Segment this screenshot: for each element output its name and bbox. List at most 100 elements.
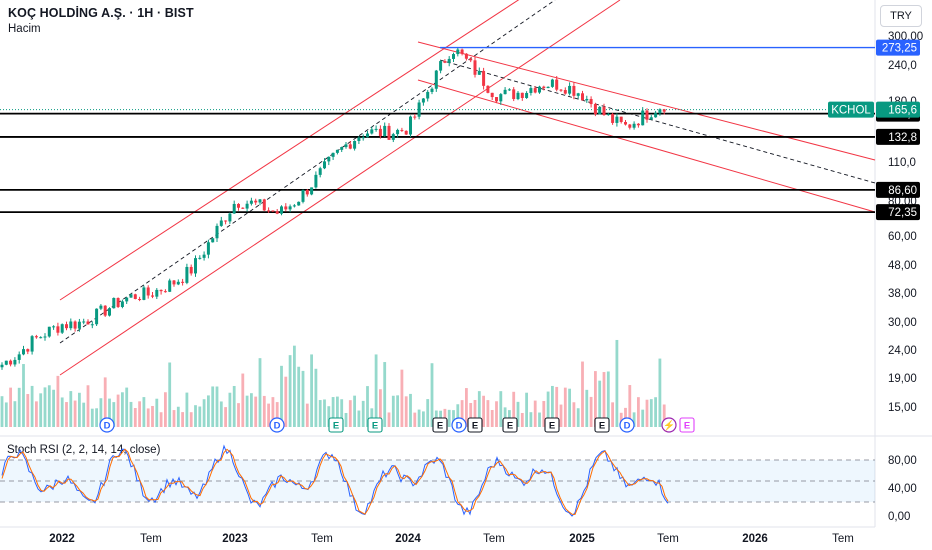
stoch-rsi-k-line: [1, 444, 669, 517]
candle-body: [241, 207, 245, 209]
candle-body: [469, 58, 473, 61]
volume-bar: [310, 354, 313, 427]
volume-bar: [108, 398, 111, 427]
volume-bar: [232, 385, 236, 427]
candle-body: [219, 220, 223, 226]
candle-body: [568, 85, 572, 94]
dividend-icon: [269, 417, 285, 433]
candle-body: [327, 156, 331, 162]
volume-bar: [164, 392, 167, 427]
candle-body: [507, 89, 511, 91]
volume-bar: [594, 371, 597, 427]
candle-body: [163, 291, 167, 293]
volume-bar: [331, 397, 335, 427]
candle-body: [116, 297, 120, 307]
falling-channel-mid: [439, 59, 876, 184]
candle-body: [198, 257, 202, 259]
volume-bar: [387, 412, 391, 427]
candle-body: [103, 305, 107, 316]
last-price-symbol: KCHOL: [831, 105, 871, 117]
volume-bar: [572, 402, 576, 427]
candle-body: [176, 281, 180, 285]
price-tick-label: 60,00: [888, 231, 917, 243]
candle-body: [396, 129, 400, 135]
time-tick-label: Tem: [311, 533, 333, 545]
volume-bar: [568, 388, 571, 427]
level-tag: [876, 128, 920, 145]
candle-body: [22, 349, 25, 355]
volume-bar: [645, 399, 649, 427]
candle-body: [224, 220, 228, 222]
volume-bar: [516, 401, 520, 427]
volume-bar: [348, 400, 352, 427]
level-tag-label: 72,35: [888, 207, 917, 219]
candle-body: [99, 305, 103, 309]
candle-body: [245, 203, 249, 209]
candle-body: [525, 92, 529, 98]
candle-body: [550, 79, 554, 87]
price-tick-label: 24,00: [888, 345, 917, 357]
earnings-icon: [679, 417, 695, 433]
event-marker-label: E: [472, 421, 478, 432]
candle-body: [624, 121, 627, 125]
candle-body: [593, 104, 597, 115]
earnings-icon: [467, 417, 483, 433]
candle-body: [56, 326, 60, 333]
volume-bar: [17, 387, 21, 427]
candle-body: [86, 321, 90, 325]
volume-bar: [271, 397, 275, 427]
volume-bar: [30, 385, 34, 427]
volume-bar: [353, 395, 356, 427]
event-marker-earnings: E: [502, 417, 518, 433]
volume-bar: [417, 409, 421, 427]
candle-body: [452, 54, 455, 59]
candle-body: [142, 287, 146, 300]
candle-body: [146, 287, 150, 296]
candle-body: [314, 174, 318, 188]
candle-body: [555, 79, 559, 90]
volume-bar: [267, 403, 270, 427]
candle-body: [30, 336, 34, 352]
horizontal-levels: [0, 46, 875, 214]
event-marker-earnings: E: [367, 417, 383, 433]
volume-bar: [168, 362, 172, 427]
volume-bar: [585, 389, 589, 427]
volume-bar: [181, 412, 184, 427]
candle-body: [417, 102, 421, 117]
candle-body: [357, 137, 361, 141]
volume-bar: [318, 400, 322, 427]
volume-bar: [65, 402, 68, 427]
candle-body: [490, 92, 494, 98]
price-tick-label: 30,00: [888, 317, 917, 329]
event-marker-dividend: D: [99, 417, 115, 433]
volume-label: Hacim: [8, 23, 41, 35]
candle-body: [439, 61, 443, 71]
candle-body: [47, 326, 51, 337]
candle-body: [538, 86, 541, 93]
volume-bar: [47, 385, 51, 427]
volume-bar: [430, 363, 434, 427]
volume-bar: [43, 387, 47, 427]
candle-body: [301, 189, 305, 202]
candle-body: [172, 280, 176, 285]
candle-body: [400, 129, 404, 131]
event-marker-label: D: [104, 421, 111, 432]
candle-body: [262, 199, 266, 211]
candle-body: [60, 324, 64, 333]
candle-body: [292, 205, 296, 207]
candle-body: [353, 140, 357, 149]
candle-body: [120, 301, 124, 307]
candle-body: [361, 137, 365, 139]
volume-bar: [465, 388, 468, 427]
event-marker-label: E: [599, 421, 605, 432]
time-axis: 2022 Tem 2023 Tem 2024 Tem 2025 Tem 2026 Tem: [49, 533, 854, 545]
candle-body: [443, 61, 447, 63]
candle-body: [258, 199, 262, 203]
volume-bar: [469, 402, 473, 427]
candle-body: [348, 144, 352, 149]
volume-bar: [125, 387, 129, 427]
currency-selector[interactable]: TRY: [880, 5, 922, 27]
earnings-icon: [328, 417, 344, 433]
candle-body: [456, 49, 460, 55]
